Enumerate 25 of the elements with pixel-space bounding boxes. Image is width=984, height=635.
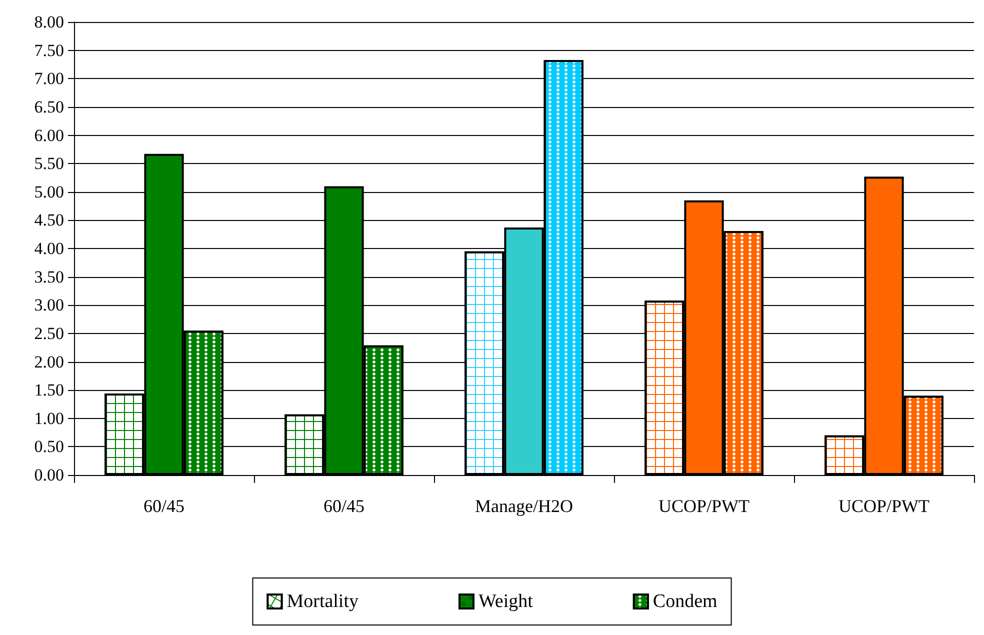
- y-tick-label: 6.50: [34, 97, 64, 116]
- y-tick-label: 3.50: [34, 267, 64, 286]
- y-tick-label: 7.50: [34, 40, 64, 60]
- y-tick-label: 8.00: [34, 12, 64, 32]
- y-tick-label: 1.00: [34, 408, 64, 428]
- legend-label: Mortality: [286, 591, 359, 612]
- legend-label: Weight: [478, 591, 534, 612]
- legend-label: Condem: [652, 591, 718, 612]
- y-tick-label: 0.00: [34, 466, 64, 484]
- x-tick-label: UCOP/PWT: [838, 496, 930, 516]
- x-tick-label: 60/45: [143, 496, 185, 516]
- y-tick-label: 6.00: [34, 126, 64, 145]
- x-tick-label: Manage/H2O: [475, 496, 573, 516]
- y-tick-label: 3.00: [34, 296, 64, 315]
- y-tick-label: 5.00: [34, 182, 64, 202]
- y-tick-label: 5.50: [34, 154, 64, 174]
- y-tick-label: 4.50: [34, 210, 64, 230]
- x-tick-label: UCOP/PWT: [658, 496, 750, 516]
- y-tick-label: 2.50: [34, 324, 64, 343]
- y-tick-label: 7.00: [34, 69, 64, 88]
- x-tick-label: 60/45: [323, 496, 365, 516]
- y-tick-label: 2.00: [34, 352, 64, 372]
- y-tick-label: 1.50: [34, 380, 64, 400]
- y-tick-label: 0.50: [34, 437, 64, 456]
- y-tick-label: 4.00: [34, 239, 64, 258]
